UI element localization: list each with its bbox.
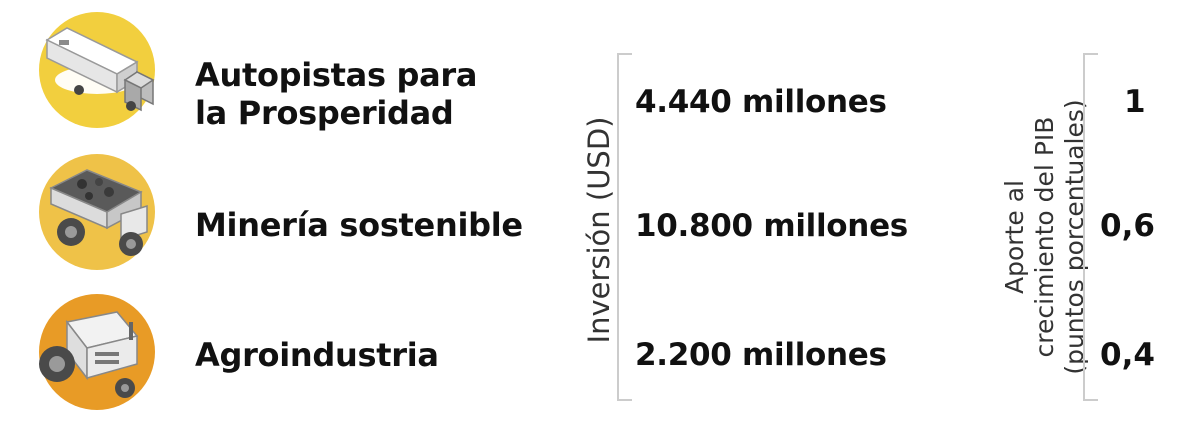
gdp-label-line: Aporte al [1000,180,1029,294]
category-label-mineria: Minería sostenible [195,206,523,244]
category-label-agroindustria: Agroindustria [195,336,439,374]
investment-value-autopistas: 4.440 millones [635,84,887,120]
gdp-value-autopistas: 1 [1124,84,1146,120]
gdp-value-agroindustria: 0,4 [1100,337,1155,373]
gdp-label-line: crecimiento del PIB [1030,116,1059,358]
investment-bracket [617,53,632,401]
category-label-line: Agroindustria [195,336,439,374]
category-label-line: Minería sostenible [195,206,523,244]
investment-value-mineria: 10.800 millones [635,208,908,244]
mining-dump-truck-icon [39,154,155,270]
category-label-line: la Prosperidad [195,94,454,132]
truck-icon [39,12,155,128]
investment-value-agroindustria: 2.200 millones [635,337,887,373]
gdp-contribution-axis-label: Aporte al crecimiento del PIB (puntos po… [1000,57,1090,417]
gdp-value-mineria: 0,6 [1100,208,1155,244]
tractor-icon [39,294,155,410]
gdp-bracket [1083,53,1098,401]
category-label-autopistas: Autopistas para la Prosperidad [195,56,478,132]
category-label-line: Autopistas para [195,56,478,94]
